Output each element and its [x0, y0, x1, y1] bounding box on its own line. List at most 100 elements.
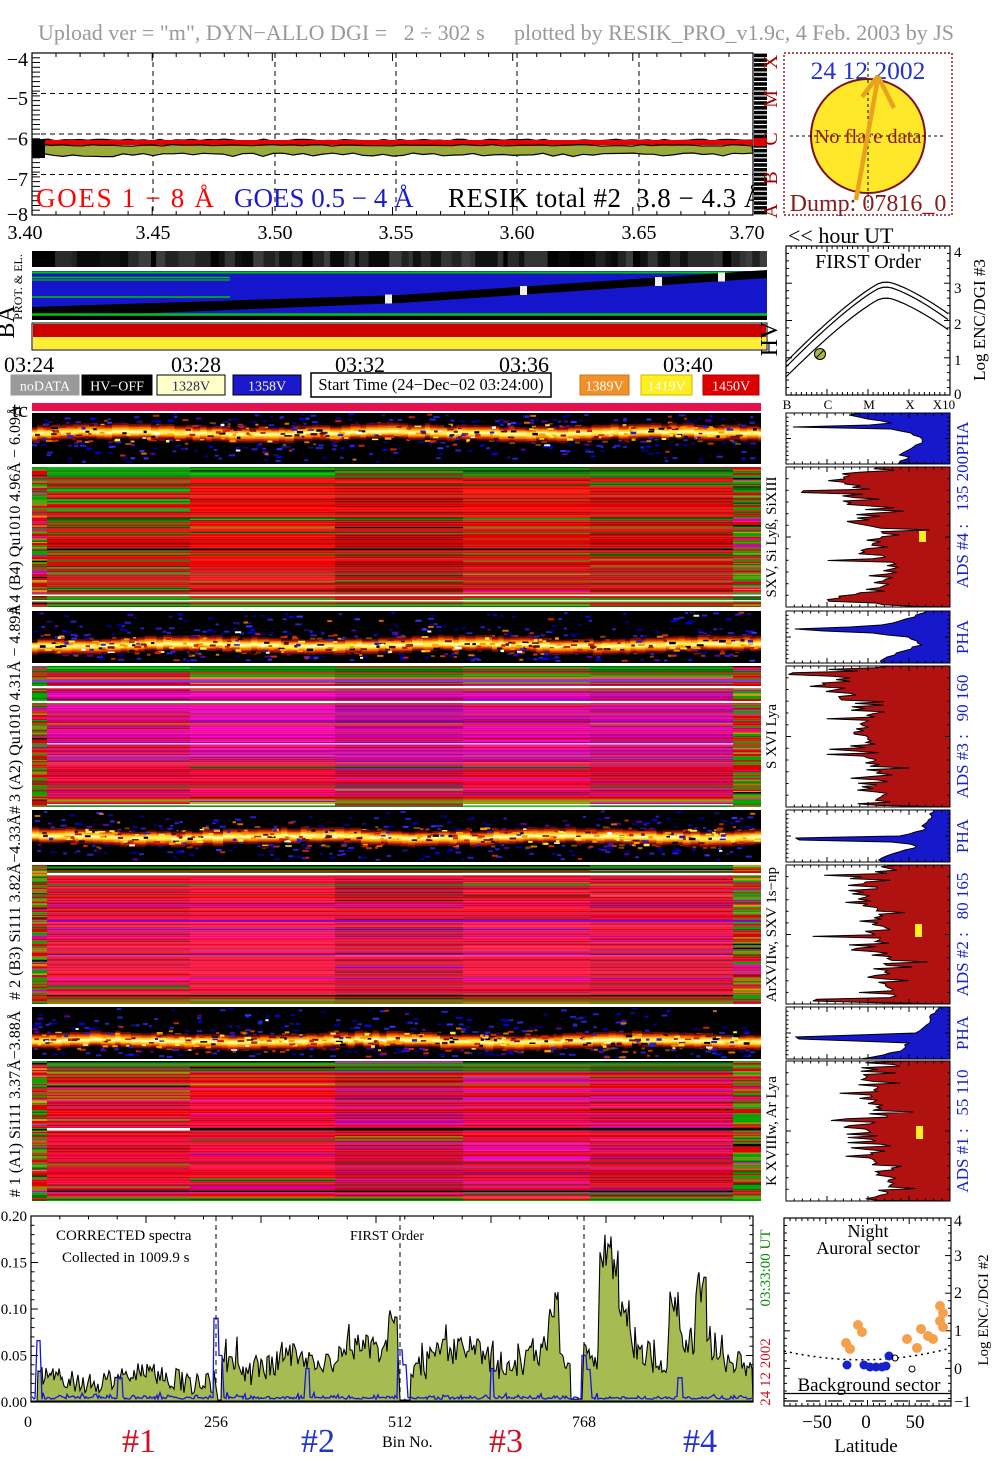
- svg-text:3: 3: [954, 1248, 962, 1265]
- svg-text:# 1 (A1) Si111 3.37Å−3.88Å: # 1 (A1) Si111 3.37Å−3.88Å: [6, 1010, 24, 1197]
- svg-text:GOES 1 − 8 Å: GOES 1 − 8 Å: [36, 183, 216, 213]
- svg-text:3.50: 3.50: [258, 222, 293, 244]
- svg-text:0: 0: [24, 1414, 32, 1431]
- svg-text:768: 768: [572, 1414, 596, 1431]
- svg-text:1: 1: [954, 1323, 962, 1340]
- svg-text:#3: #3: [489, 1423, 523, 1460]
- svg-text:3.70: 3.70: [730, 222, 765, 244]
- svg-text:1328V: 1328V: [172, 380, 210, 395]
- svg-text:ADS #3 : 90 160: ADS #3 : 90 160: [953, 675, 972, 799]
- svg-text:PHA: PHA: [953, 619, 972, 654]
- svg-text:RESIK total #2 3.8 − 4.3 Å: RESIK total #2 3.8 − 4.3 Å: [448, 183, 764, 213]
- svg-text:K XVIIIw, Ar Lya: K XVIIIw, Ar Lya: [764, 1076, 780, 1186]
- svg-text:03:28: 03:28: [171, 352, 221, 377]
- svg-text:ADS #2 : 80 165: ADS #2 : 80 165: [953, 873, 972, 997]
- svg-text:S XVI Lya: S XVI Lya: [764, 704, 780, 769]
- svg-text:Upload ver = "m", DYN−ALLO DGI: Upload ver = "m", DYN−ALLO DGI = 2 ÷ 302…: [38, 20, 485, 45]
- svg-text:CORRECTED spectra: CORRECTED spectra: [56, 1228, 192, 1244]
- svg-text:#2: #2: [301, 1423, 335, 1460]
- svg-text:PROT. & EL.: PROT. & EL.: [11, 254, 25, 320]
- svg-text:0.15: 0.15: [1, 1256, 27, 1272]
- svg-text:3.45: 3.45: [136, 222, 171, 244]
- svg-text:Log ENC./DGI #2: Log ENC./DGI #2: [976, 1254, 992, 1365]
- svg-text:0.10: 0.10: [1, 1302, 27, 1318]
- svg-text:FIRST Order: FIRST Order: [350, 1229, 424, 1244]
- svg-text:Collected in 1009.9 s: Collected in 1009.9 s: [62, 1250, 190, 1266]
- svg-text:ArXVIIw, SXV 1s−np: ArXVIIw, SXV 1s−np: [764, 867, 780, 1002]
- svg-text:Night: Night: [847, 1221, 888, 1241]
- svg-text:1: 1: [954, 353, 962, 369]
- svg-text:B: B: [783, 397, 792, 412]
- svg-text:Auroral sector: Auroral sector: [816, 1238, 919, 1258]
- svg-text:4: 4: [954, 1213, 962, 1230]
- svg-text:B: B: [760, 171, 782, 184]
- svg-text:Background sector: Background sector: [798, 1375, 942, 1396]
- svg-text:C: C: [760, 132, 782, 145]
- svg-text:2: 2: [954, 317, 962, 333]
- svg-text:X: X: [760, 54, 782, 69]
- svg-text:−7: −7: [7, 169, 28, 191]
- svg-text:03:40: 03:40: [663, 352, 713, 377]
- svg-text:2: 2: [954, 1285, 962, 1302]
- svg-text:A: A: [760, 203, 782, 218]
- svg-text:0: 0: [954, 387, 962, 403]
- svg-text:Dump: 07816_0: Dump: 07816_0: [790, 191, 947, 217]
- svg-text:−8: −8: [7, 204, 28, 226]
- svg-text:GOES 0.5 − 4 Å: GOES 0.5 − 4 Å: [234, 183, 414, 213]
- svg-text:plotted by RESIK_PRO_v1.9c, 4: plotted by RESIK_PRO_v1.9c, 4 Feb. 2003 …: [514, 20, 954, 45]
- svg-text:Bin No.: Bin No.: [382, 1434, 433, 1451]
- svg-text:HV−OFF: HV−OFF: [90, 380, 144, 395]
- svg-text:FIRST Order: FIRST Order: [815, 251, 921, 273]
- svg-text:noDATA: noDATA: [20, 380, 71, 395]
- svg-text:1389V: 1389V: [585, 380, 623, 395]
- svg-text:Start Time (24−Dec−02 03:24:00: Start Time (24−Dec−02 03:24:00): [318, 375, 543, 394]
- svg-text:X: X: [905, 397, 915, 412]
- svg-text:24 12 2002: 24 12 2002: [758, 1338, 774, 1406]
- svg-text:0: 0: [861, 1412, 871, 1433]
- svg-text:PHA: PHA: [953, 1015, 972, 1050]
- svg-text:256: 256: [204, 1414, 228, 1431]
- svg-text:−1: −1: [954, 1394, 971, 1411]
- svg-text:50: 50: [906, 1412, 925, 1433]
- svg-text:0.05: 0.05: [1, 1349, 27, 1365]
- svg-text:−5: −5: [7, 88, 28, 110]
- svg-text:1419V: 1419V: [647, 380, 685, 395]
- svg-text:BA: BA: [0, 305, 20, 339]
- svg-text:ADS #4 : 135 200: ADS #4 : 135 200: [953, 456, 972, 588]
- svg-text:# 2 (B3) Si111 3.82Å−4.33Å: # 2 (B3) Si111 3.82Å−4.33Å: [6, 814, 24, 1000]
- svg-text:ADS #1 : 55 110: ADS #1 : 55 110: [953, 1069, 972, 1192]
- svg-text:tc: tc: [12, 397, 28, 422]
- svg-text:# 4 (B4) Qu1010 4.96Å − 6.09Å: # 4 (B4) Qu1010 4.96Å − 6.09Å: [6, 405, 24, 614]
- svg-text:PHA: PHA: [953, 818, 972, 853]
- svg-text:0.20: 0.20: [1, 1209, 27, 1225]
- svg-text:0: 0: [954, 1361, 962, 1378]
- svg-text:03:24: 03:24: [4, 352, 54, 377]
- svg-text:3.60: 3.60: [500, 222, 535, 244]
- svg-text:M: M: [863, 397, 875, 412]
- svg-text:3.65: 3.65: [622, 222, 657, 244]
- svg-text:−6: −6: [7, 129, 28, 151]
- svg-text:Latitude: Latitude: [834, 1436, 897, 1457]
- svg-text:0.00: 0.00: [1, 1395, 27, 1411]
- svg-text:1358V: 1358V: [248, 380, 286, 395]
- svg-text:#1: #1: [122, 1423, 156, 1460]
- svg-text:<< hour UT: << hour UT: [788, 223, 894, 248]
- svg-text:Log ENC/DGI #3: Log ENC/DGI #3: [970, 259, 989, 381]
- svg-text:−50: −50: [802, 1412, 832, 1433]
- svg-text:HV: HV: [757, 321, 783, 356]
- svg-text:# 3 (A2) Qu1010 4.31Å − 4.89Å: # 3 (A2) Qu1010 4.31Å − 4.89Å: [6, 604, 24, 814]
- svg-text:PHA: PHA: [953, 421, 972, 456]
- svg-text:3: 3: [954, 281, 962, 297]
- svg-text:3.40: 3.40: [8, 222, 43, 244]
- svg-text:3.55: 3.55: [379, 222, 414, 244]
- svg-text:4: 4: [954, 245, 962, 261]
- svg-text:#4: #4: [683, 1423, 717, 1460]
- svg-text:M: M: [760, 90, 782, 108]
- svg-text:X10: X10: [933, 397, 955, 412]
- svg-text:−4: −4: [7, 49, 28, 71]
- svg-text:03:33:00 UT: 03:33:00 UT: [758, 1229, 774, 1306]
- svg-text:C: C: [824, 397, 833, 412]
- svg-text:SXV, Si Lyß, SiXIII: SXV, Si Lyß, SiXIII: [764, 476, 780, 597]
- svg-text:1450V: 1450V: [712, 380, 750, 395]
- svg-text:512: 512: [388, 1414, 412, 1431]
